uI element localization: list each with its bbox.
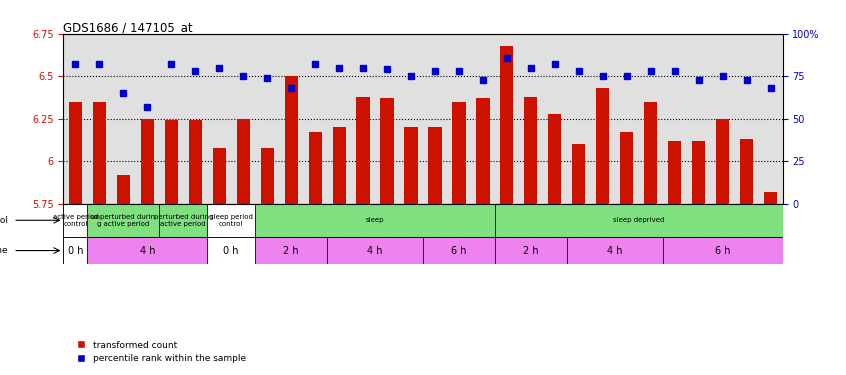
Bar (596, 88, 609, 204)
Bar (284, 76, 298, 204)
Bar (525, 97, 537, 204)
Bar (207, 237, 255, 264)
Text: 4 h: 4 h (140, 246, 155, 255)
Bar (356, 97, 370, 204)
Text: 2 h: 2 h (523, 246, 539, 255)
Text: 6 h: 6 h (715, 246, 730, 255)
Legend: transformed count, percentile rank within the sample: transformed count, percentile rank withi… (68, 337, 250, 367)
Bar (404, 127, 418, 204)
Bar (159, 204, 207, 237)
Bar (668, 141, 681, 204)
Text: GDS1686 / 147105_at: GDS1686 / 147105_at (63, 21, 193, 34)
Bar (140, 119, 154, 204)
Bar (87, 204, 159, 237)
Bar (716, 119, 729, 204)
Bar (255, 204, 495, 237)
Bar (309, 132, 321, 204)
Text: sleep period
control: sleep period control (210, 214, 253, 227)
Bar (189, 120, 202, 204)
Bar (93, 102, 106, 204)
Text: protocol: protocol (0, 216, 8, 225)
Bar (237, 119, 250, 204)
Bar (212, 148, 226, 204)
Text: perturbed during
active period: perturbed during active period (154, 214, 213, 227)
Bar (548, 114, 562, 204)
Text: sleep: sleep (365, 217, 384, 223)
Text: unperturbed durin
g active period: unperturbed durin g active period (91, 214, 156, 227)
Bar (476, 98, 490, 204)
Bar (261, 148, 274, 204)
Bar (381, 98, 393, 204)
Bar (495, 237, 567, 264)
Text: sleep deprived: sleep deprived (613, 217, 664, 223)
Bar (428, 127, 442, 204)
Bar (764, 192, 777, 204)
Bar (495, 204, 783, 237)
Bar (453, 102, 465, 204)
Bar (117, 175, 130, 204)
Text: 6 h: 6 h (451, 246, 467, 255)
Bar (255, 237, 327, 264)
Bar (692, 141, 706, 204)
Text: 0 h: 0 h (68, 246, 83, 255)
Bar (327, 237, 423, 264)
Text: active period
control: active period control (52, 214, 98, 227)
Bar (500, 46, 514, 204)
Bar (567, 237, 662, 264)
Bar (69, 102, 82, 204)
Text: 2 h: 2 h (283, 246, 299, 255)
Bar (572, 144, 585, 204)
Bar (644, 102, 657, 204)
Bar (740, 139, 753, 204)
Bar (332, 127, 346, 204)
Bar (207, 204, 255, 237)
Text: 4 h: 4 h (607, 246, 623, 255)
Text: 4 h: 4 h (367, 246, 382, 255)
Bar (423, 237, 495, 264)
Bar (165, 120, 178, 204)
Bar (620, 132, 634, 204)
Bar (662, 237, 783, 264)
Text: 0 h: 0 h (223, 246, 239, 255)
Bar (63, 237, 87, 264)
Text: time: time (0, 246, 8, 255)
Bar (63, 204, 87, 237)
Bar (87, 237, 207, 264)
